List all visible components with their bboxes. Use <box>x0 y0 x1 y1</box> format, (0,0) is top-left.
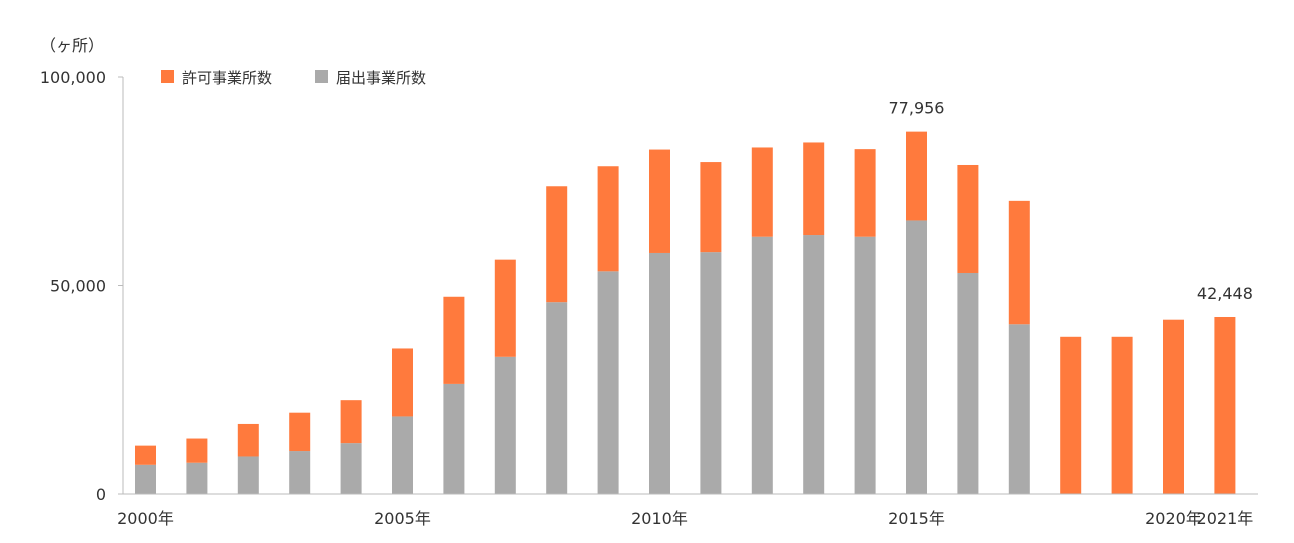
bar-notification-2013 <box>803 235 825 494</box>
bar-permit-2004 <box>340 400 362 444</box>
bar-permit-2015 <box>906 131 927 221</box>
bar-notification-2003 <box>289 451 311 494</box>
data-labels: 77,956 42,448 <box>889 99 1253 303</box>
x-tick-label: 2000年 <box>117 509 174 528</box>
legend-label-notification: 届出事業所数 <box>336 69 426 87</box>
bar-permit-2009 <box>597 166 619 272</box>
bar-permit-2006 <box>443 296 465 384</box>
bar-permit-2000 <box>135 445 156 465</box>
bars <box>135 131 1236 494</box>
bar-notification-2001 <box>186 462 208 494</box>
bar-notification-2012 <box>751 236 773 494</box>
bar-permit-2019 <box>1111 336 1133 494</box>
bar-notification-2000 <box>135 464 156 494</box>
y-tick-label: 50,000 <box>50 277 106 296</box>
bar-permit-2001 <box>186 438 208 463</box>
bar-permit-2005 <box>392 348 413 417</box>
bar-permit-2002 <box>237 423 259 457</box>
bar-permit-2012 <box>751 147 773 237</box>
bar-notification-2011 <box>700 252 722 494</box>
data-label-2021: 42,448 <box>1197 284 1253 303</box>
bar-permit-2003 <box>289 412 311 452</box>
bar-notification-2016 <box>957 272 979 494</box>
bar-permit-2018 <box>1060 336 1082 494</box>
bar-permit-2007 <box>494 259 516 357</box>
x-tick-label: 2015年 <box>888 509 945 528</box>
bar-notification-2017 <box>1008 324 1030 494</box>
y-axis-unit: （ヶ所） <box>40 36 104 55</box>
bar-notification-2006 <box>443 383 465 494</box>
x-tick-label: 2020年 <box>1145 509 1202 528</box>
bar-notification-2008 <box>546 302 568 494</box>
bar-notification-2002 <box>237 456 259 494</box>
bar-permit-2021 <box>1214 316 1236 494</box>
bar-permit-2011 <box>700 162 722 253</box>
legend: 許可事業所数 届出事業所数 <box>161 69 426 87</box>
bar-notification-2010 <box>649 252 670 494</box>
x-tick-label: 2021年 <box>1197 509 1254 528</box>
bar-notification-2007 <box>494 356 516 494</box>
legend-swatch-permit <box>161 70 174 83</box>
bar-permit-2020 <box>1163 319 1184 494</box>
bar-permit-2016 <box>957 164 979 273</box>
bar-permit-2008 <box>546 186 568 303</box>
bar-permit-2017 <box>1008 200 1030 325</box>
y-tick-label: 0 <box>96 485 106 504</box>
x-tick-label: 2010年 <box>631 509 688 528</box>
data-label-2015: 77,956 <box>889 99 945 118</box>
bar-permit-2013 <box>803 142 825 236</box>
y-tick-label: 100,000 <box>40 68 106 87</box>
bar-notification-2014 <box>854 236 876 494</box>
x-tick-label: 2005年 <box>374 509 431 528</box>
bar-permit-2010 <box>649 149 670 253</box>
bar-permit-2014 <box>854 149 876 237</box>
bar-notification-2005 <box>392 416 413 494</box>
bar-notification-2015 <box>906 220 927 494</box>
legend-swatch-notification <box>315 70 328 83</box>
y-axis: 0 50,000 100,000 <box>40 68 123 504</box>
legend-label-permit: 許可事業所数 <box>182 69 272 87</box>
bar-notification-2004 <box>340 443 362 494</box>
bar-notification-2009 <box>597 271 619 494</box>
